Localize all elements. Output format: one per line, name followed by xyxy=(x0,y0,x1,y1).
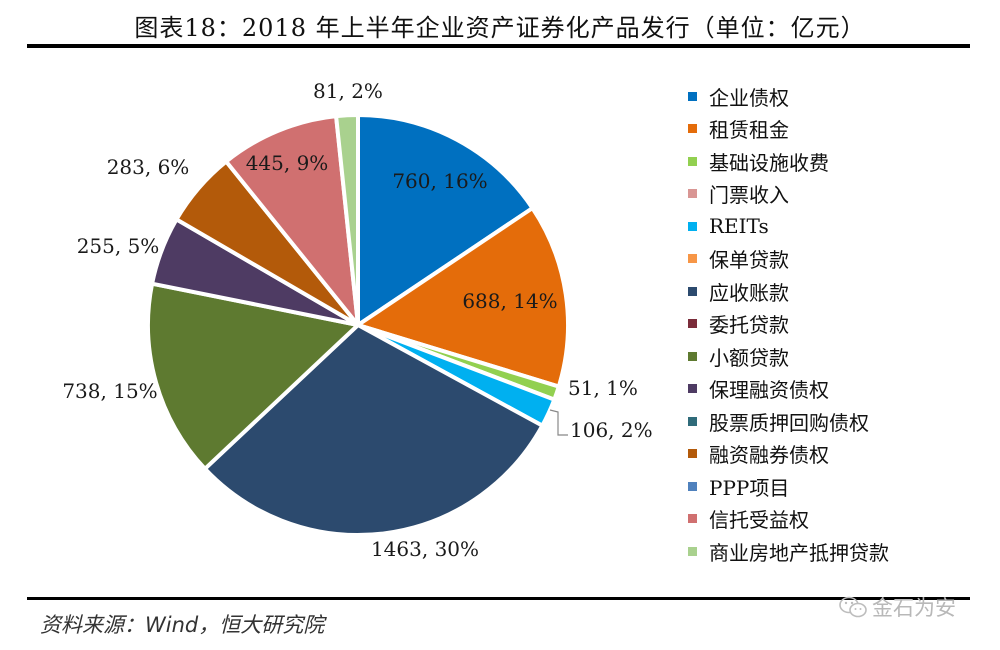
pie-slice-9 xyxy=(146,281,360,471)
legend-item-6: 保单贷款 xyxy=(688,243,889,276)
legend-label: 租赁租金 xyxy=(709,118,789,143)
legend-label: 企业债权 xyxy=(709,85,789,110)
legend-item-15: 商业房地产抵押贷款 xyxy=(688,535,889,568)
data-label-3: 51, 1% xyxy=(568,376,638,400)
legend-swatch xyxy=(688,416,697,426)
data-label-2: 688, 14% xyxy=(462,289,557,313)
legend-label: 融资融券债权 xyxy=(709,443,829,468)
legend-item-14: 信托受益权 xyxy=(688,503,889,536)
legend-label: 保理融资债权 xyxy=(709,378,829,403)
legend-label: 信托受益权 xyxy=(709,508,809,533)
pie-slice-7 xyxy=(202,323,545,537)
legend-label: 基础设施收费 xyxy=(709,150,829,175)
pie-slice-2 xyxy=(356,206,570,389)
legend-swatch xyxy=(688,351,697,361)
data-label-12: 283, 6% xyxy=(107,155,190,179)
legend-swatch xyxy=(688,221,697,231)
source-note: 资料来源：Wind，恒大研究院 xyxy=(40,613,325,637)
legend-swatch xyxy=(688,319,697,329)
data-label-7: 1463, 30% xyxy=(371,537,479,561)
data-label-15: 81, 2% xyxy=(313,79,383,103)
legend-label: 保单贷款 xyxy=(709,248,789,273)
legend-item-8: 委托贷款 xyxy=(688,308,889,341)
legend-label: 商业房地产抵押贷款 xyxy=(709,540,889,565)
legend-label: 股票质押回购债权 xyxy=(709,410,869,435)
legend-item-12: 融资融券债权 xyxy=(688,438,889,471)
legend-item-5: REITs xyxy=(688,210,889,243)
data-label-5: 106, 2% xyxy=(570,418,653,442)
legend-item-3: 基础设施收费 xyxy=(688,145,889,178)
legend-swatch xyxy=(688,124,697,134)
legend-item-11: 股票质押回购债权 xyxy=(688,405,889,438)
legend-swatch xyxy=(688,384,697,394)
legend-item-7: 应收账款 xyxy=(688,275,889,308)
pie-slice-1 xyxy=(356,113,535,327)
label-leader-line xyxy=(549,409,568,436)
legend-swatch xyxy=(688,286,697,296)
pie-slice-14 xyxy=(224,114,360,327)
legend-item-13: PPP项目 xyxy=(688,470,889,503)
data-label-10: 255, 5% xyxy=(77,234,160,258)
legend-label: REITs xyxy=(709,214,769,239)
legend-item-1: 企业债权 xyxy=(688,80,889,113)
legend-label: 小额贷款 xyxy=(709,345,789,370)
data-label-14: 445, 9% xyxy=(246,151,329,175)
watermark-text: 金石为安 xyxy=(872,596,956,620)
legend-swatch xyxy=(688,514,697,524)
legend-swatch xyxy=(688,449,697,459)
legend-swatch xyxy=(688,254,697,264)
data-label-9: 738, 15% xyxy=(62,379,157,403)
legend-swatch xyxy=(688,189,697,199)
legend-swatch xyxy=(688,481,697,491)
data-label-1: 760, 16% xyxy=(392,169,487,193)
legend-item-10: 保理融资债权 xyxy=(688,373,889,406)
pie-slice-15 xyxy=(334,113,360,327)
legend-label: 门票收入 xyxy=(709,183,789,208)
legend-label: PPP项目 xyxy=(709,475,790,500)
legend-item-9: 小额贷款 xyxy=(688,340,889,373)
legend-label: 应收账款 xyxy=(709,280,789,305)
wechat-icon xyxy=(839,596,867,618)
watermark: 金石为安 xyxy=(838,592,956,622)
legend-swatch xyxy=(688,91,697,101)
legend-item-2: 租赁租金 xyxy=(688,113,889,146)
chart-title: 图表18：2018 年上半年企业资产证券化产品发行（单位：亿元） xyxy=(134,14,866,42)
legend-label: 委托贷款 xyxy=(709,313,789,338)
title-divider xyxy=(27,44,970,48)
footer-divider xyxy=(27,597,970,600)
pie-chart: 760, 16% 688, 14% 51, 1% 106, 2% 1463, 30% 73… xyxy=(62,79,653,561)
legend-item-4: 门票收入 xyxy=(688,178,889,211)
legend-swatch xyxy=(688,156,697,166)
legend-swatch xyxy=(688,546,697,556)
chart-legend: 企业债权租赁租金基础设施收费 门票收入 REITs 保单贷款应收账款委托贷款小额贷款保… xyxy=(688,80,889,568)
